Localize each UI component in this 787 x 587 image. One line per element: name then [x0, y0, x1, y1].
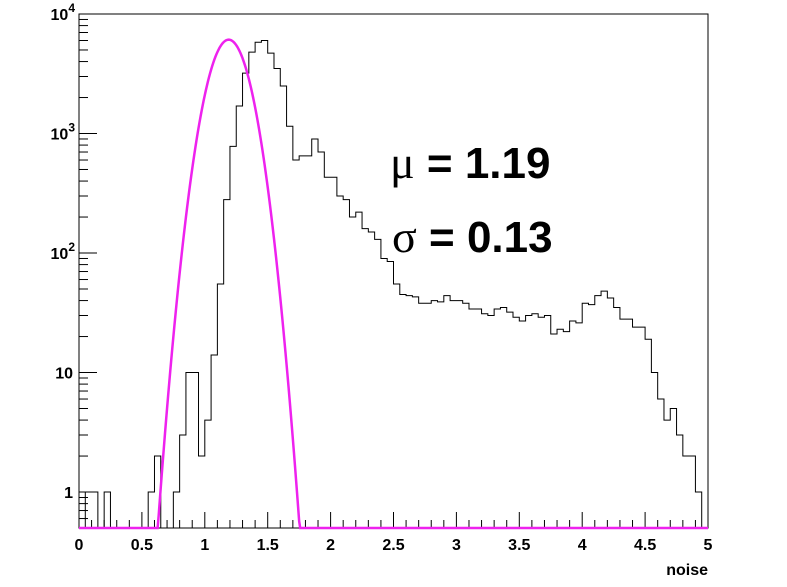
x-tick-label: 0	[75, 537, 84, 554]
y-tick-label: 1	[64, 485, 73, 502]
gaussian-fit-curve	[79, 38, 708, 530]
sigma-value-text: = 0.13	[417, 213, 553, 262]
mu-symbol: μ	[390, 137, 415, 188]
sigma-annotation: σ = 0.13	[392, 211, 553, 262]
x-tick-label: 1	[200, 537, 209, 554]
x-tick-label: 0.5	[131, 537, 153, 554]
x-tick-label: 2	[326, 537, 335, 554]
x-tick-label: 4	[578, 537, 587, 554]
tick-labels: 0 0.5 1 1.5 2 2.5 3 3.5 4 4.5 5 1 10 102 103 104	[51, 1, 713, 554]
mean-annotation: μ = 1.19	[390, 137, 550, 188]
x-tick-label: 5	[704, 537, 713, 554]
axis-ticks	[78, 18, 709, 529]
sigma-symbol: σ	[392, 211, 417, 262]
x-axis-title: noise	[666, 562, 708, 579]
y-tick-label: 10	[55, 366, 73, 383]
y-tick-label: 102	[51, 240, 76, 263]
y-tick-label: 103	[51, 121, 76, 144]
x-tick-label: 4.5	[634, 537, 656, 554]
x-tick-label: 3	[452, 537, 461, 554]
x-tick-label: 3.5	[508, 537, 530, 554]
mean-value-text: = 1.19	[415, 139, 551, 188]
x-tick-label: 1.5	[257, 537, 279, 554]
x-tick-label: 2.5	[382, 537, 404, 554]
histogram-series	[79, 40, 708, 529]
y-tick-label: 104	[51, 1, 76, 24]
